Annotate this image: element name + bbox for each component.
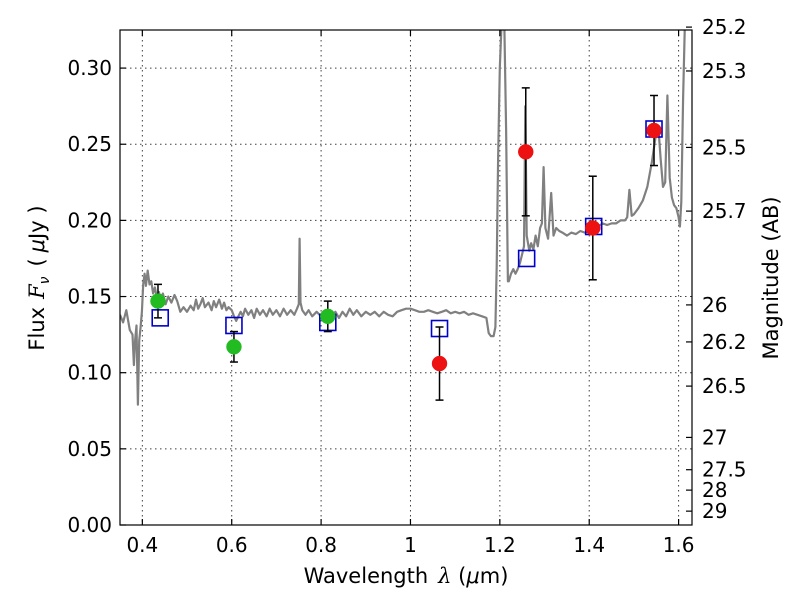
x-tick-label: 0.4 xyxy=(126,533,158,557)
photometry-point xyxy=(646,122,662,139)
axis-ticks: 0.4 0.6 0.8 1 1.2 1.4 1.6 0.00 0.05 0.10 0.15 0.20 0… xyxy=(67,15,746,557)
y2-tick-label: 26 xyxy=(702,293,727,317)
y2-tick-label: 25.3 xyxy=(702,59,747,83)
grid-lines xyxy=(120,30,692,526)
photometry-point xyxy=(150,293,166,309)
x-tick-label: 1.4 xyxy=(573,533,605,557)
plot-area xyxy=(120,30,692,525)
photometry-point xyxy=(226,339,242,355)
x-tick-label: 1.6 xyxy=(663,533,695,557)
photometry-point xyxy=(320,308,336,325)
y-tick-label: 0.15 xyxy=(67,285,112,309)
x-tick-label: 1.2 xyxy=(484,533,516,557)
y2-tick-label: 25.2 xyxy=(702,15,747,39)
x-tick-label: 0.8 xyxy=(305,533,337,557)
y-tick-label: 0.00 xyxy=(67,513,112,537)
y2-tick-label: 29 xyxy=(702,499,727,523)
y2-tick-label: 27.5 xyxy=(702,458,747,482)
y2-axis-label: Magnitude (AB) xyxy=(759,196,783,359)
photometry-point xyxy=(431,355,448,372)
y-tick-label: 0.10 xyxy=(67,361,112,385)
y-tick-label: 0.25 xyxy=(67,132,112,156)
y2-tick-label: 28 xyxy=(702,478,727,502)
plot-frame xyxy=(119,29,693,526)
y-tick-label: 0.30 xyxy=(67,56,112,80)
y2-tick-label: 25.7 xyxy=(702,199,747,223)
x-tick-label: 1 xyxy=(404,533,417,557)
model-square-marker xyxy=(151,309,170,327)
photometry-point xyxy=(585,220,601,236)
y2-tick-label: 27 xyxy=(702,425,727,449)
y-tick-label: 0.05 xyxy=(67,437,112,461)
model-square-marker xyxy=(517,249,536,268)
y-axis-label: FluxFν(μJy ) xyxy=(25,205,53,350)
y2-tick-label: 25.5 xyxy=(702,135,747,159)
data-layer xyxy=(120,30,686,406)
y-tick-label: 0.20 xyxy=(67,208,112,232)
y2-tick-label: 26.2 xyxy=(702,330,747,354)
y2-tick-label: 26.5 xyxy=(702,374,747,398)
photometry-point xyxy=(518,144,534,160)
x-axis-label: Wavelength λ (μm) xyxy=(304,564,509,588)
x-tick-label: 0.6 xyxy=(216,533,248,557)
